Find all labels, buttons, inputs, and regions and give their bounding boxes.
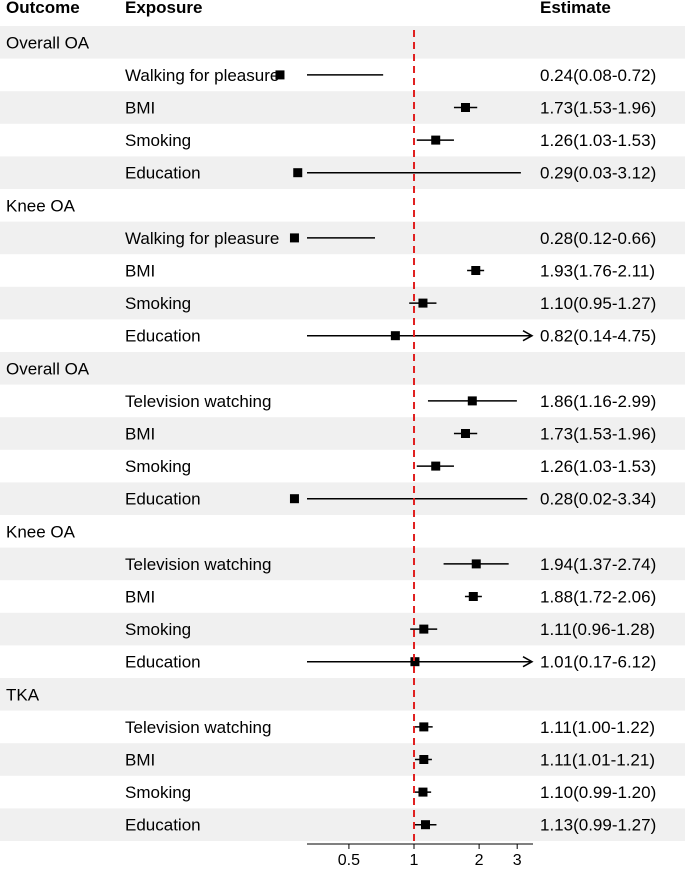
estimate-label: 1.88(1.72-2.06) bbox=[540, 588, 656, 607]
exposure-label: Education bbox=[125, 653, 201, 672]
outcome-header: Outcome bbox=[6, 0, 80, 17]
point-estimate bbox=[275, 70, 285, 80]
column-headers: Outcome Exposure Estimate bbox=[6, 0, 611, 17]
exposure-label: Smoking bbox=[125, 457, 191, 476]
row-band bbox=[0, 743, 685, 776]
estimate-label: 1.11(0.96-1.28) bbox=[540, 620, 655, 639]
outcome-label: Overall OA bbox=[6, 33, 90, 52]
point-estimate bbox=[390, 331, 400, 341]
row-labels: Overall OA Walking for pleasure 0.24(0.08-… bbox=[6, 33, 656, 834]
x-tick-label: 1 bbox=[410, 852, 419, 869]
point-estimate bbox=[471, 266, 481, 275]
point-estimate bbox=[418, 787, 428, 797]
estimate-label: 1.11(1.00-1.22) bbox=[540, 718, 655, 737]
row-band bbox=[0, 417, 685, 450]
outcome-label: TKA bbox=[6, 685, 40, 704]
point-estimate bbox=[460, 103, 470, 112]
exposure-label: BMI bbox=[125, 425, 155, 444]
point-estimate bbox=[467, 396, 477, 406]
point-estimate bbox=[419, 755, 429, 764]
point-estimate bbox=[289, 233, 299, 243]
exposure-label: Walking for pleasure bbox=[125, 66, 279, 85]
point-estimate bbox=[460, 429, 470, 438]
x-tick-label: 0.5 bbox=[338, 852, 360, 869]
point-estimate bbox=[419, 624, 429, 634]
x-tick-label: 3 bbox=[513, 852, 522, 869]
exposure-label: Education bbox=[125, 490, 201, 509]
exposure-header: Exposure bbox=[125, 0, 202, 17]
estimate-header: Estimate bbox=[540, 0, 611, 17]
estimate-label: 1.13(0.99-1.27) bbox=[540, 816, 656, 835]
estimate-label: 1.11(1.01-1.21) bbox=[540, 751, 655, 770]
point-estimate bbox=[431, 461, 441, 471]
exposure-label: BMI bbox=[125, 262, 155, 281]
exposure-label: Smoking bbox=[125, 620, 191, 639]
exposure-label: Smoking bbox=[125, 131, 191, 150]
row-band bbox=[0, 286, 685, 320]
estimate-label: 1.86(1.16-2.99) bbox=[540, 392, 656, 411]
exposure-label: Smoking bbox=[125, 294, 191, 313]
exposure-label: BMI bbox=[125, 751, 155, 770]
estimate-label: 1.26(1.03-1.53) bbox=[540, 131, 656, 150]
x-tick-label: 2 bbox=[475, 852, 484, 869]
estimate-label: 1.94(1.37-2.74) bbox=[540, 555, 656, 574]
exposure-label: Smoking bbox=[125, 783, 191, 802]
x-axis: 0.5 1 2 3 bbox=[307, 843, 533, 869]
row-band bbox=[0, 808, 685, 841]
exposure-label: Walking for pleasure bbox=[125, 229, 279, 248]
exposure-label: BMI bbox=[125, 99, 155, 118]
exposure-label: Education bbox=[125, 164, 201, 183]
row-band bbox=[0, 678, 685, 711]
estimate-label: 0.82(0.14-4.75) bbox=[540, 327, 656, 346]
estimate-label: 1.93(1.76-2.11) bbox=[540, 262, 655, 281]
estimate-label: 1.01(0.17-6.12) bbox=[540, 653, 656, 672]
estimate-label: 1.10(0.99-1.20) bbox=[540, 783, 656, 802]
estimate-label: 1.73(1.53-1.96) bbox=[540, 99, 656, 118]
estimate-label: 1.73(1.53-1.96) bbox=[540, 425, 656, 444]
point-estimate bbox=[431, 135, 441, 145]
row-band bbox=[0, 26, 685, 59]
exposure-label: Television watching bbox=[125, 392, 271, 411]
estimate-label: 1.26(1.03-1.53) bbox=[540, 457, 656, 476]
exposure-label: Television watching bbox=[125, 555, 271, 574]
estimate-label: 0.24(0.08-0.72) bbox=[540, 66, 656, 85]
point-estimate bbox=[471, 559, 481, 569]
estimate-label: 1.10(0.95-1.27) bbox=[540, 294, 656, 313]
point-estimate bbox=[420, 820, 430, 830]
outcome-label: Overall OA bbox=[6, 359, 90, 378]
plot-marks bbox=[275, 30, 534, 841]
estimate-label: 0.29(0.03-3.12) bbox=[540, 164, 656, 183]
exposure-label: Education bbox=[125, 327, 201, 346]
point-estimate bbox=[293, 168, 303, 178]
row-band bbox=[0, 612, 685, 646]
exposure-label: BMI bbox=[125, 588, 155, 607]
row-band bbox=[0, 352, 685, 385]
exposure-label: Television watching bbox=[125, 718, 271, 737]
outcome-label: Knee OA bbox=[6, 522, 76, 541]
point-estimate bbox=[419, 722, 429, 732]
point-estimate bbox=[410, 657, 420, 667]
point-estimate bbox=[468, 592, 478, 601]
outcome-label: Knee OA bbox=[6, 196, 76, 215]
estimate-label: 0.28(0.02-3.34) bbox=[540, 490, 656, 509]
row-band bbox=[0, 91, 685, 124]
row-bands bbox=[0, 26, 685, 841]
point-estimate bbox=[418, 298, 428, 308]
row-band bbox=[0, 547, 685, 581]
point-estimate bbox=[289, 494, 299, 504]
exposure-label: Education bbox=[125, 816, 201, 835]
estimate-label: 0.28(0.12-0.66) bbox=[540, 229, 656, 248]
